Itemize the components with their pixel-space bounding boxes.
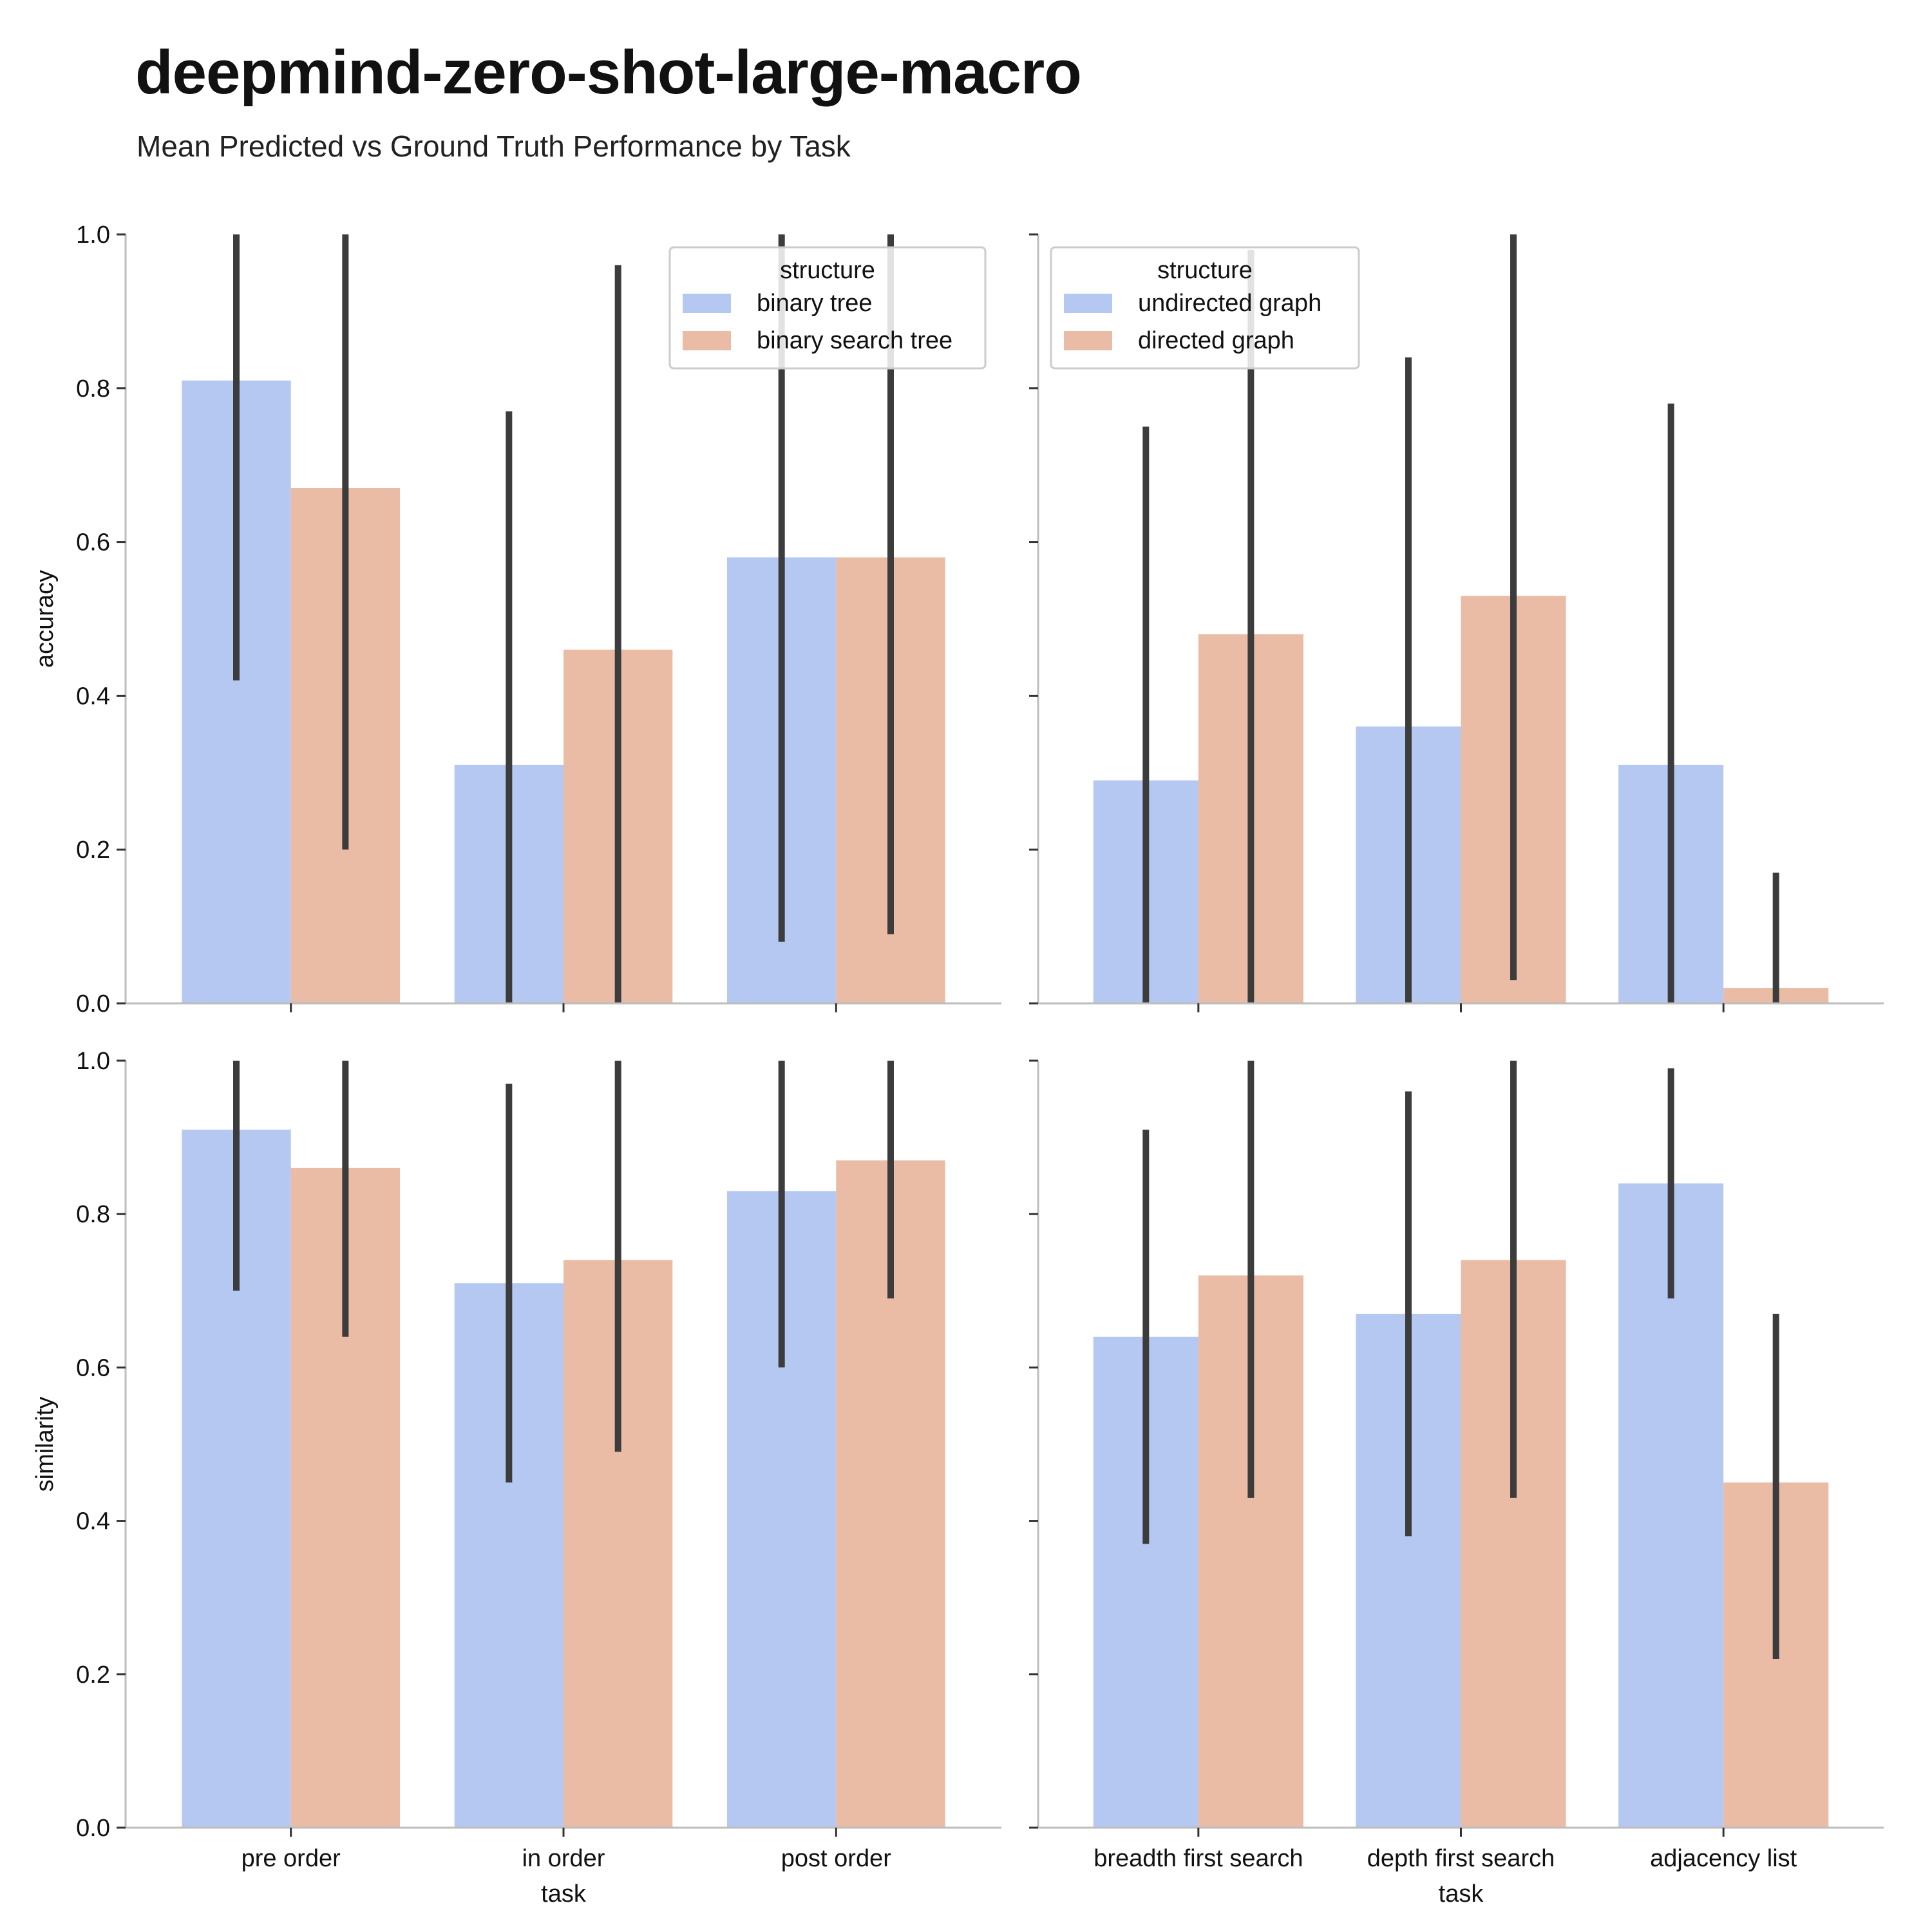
x-tick-label: adjacency list: [1650, 1845, 1797, 1872]
legend-swatch-undirected-graph: [1064, 294, 1112, 313]
legend-label: directed graph: [1138, 327, 1294, 354]
legend-swatch-binary-search-tree: [683, 331, 731, 350]
legend-box-top-left: [668, 246, 987, 370]
x-tick-label: pre order: [242, 1845, 341, 1872]
x-axis-label: task: [541, 1880, 587, 1908]
x-tick-label: post order: [781, 1845, 891, 1872]
x-axis-label: task: [1439, 1880, 1484, 1908]
legend-swatch-directed-graph: [1064, 331, 1112, 350]
x-tick-label: in order: [522, 1845, 605, 1872]
legend-title: structure: [780, 257, 875, 284]
y-tick-label: 0.0: [76, 990, 110, 1018]
legend-title: structure: [1157, 257, 1253, 284]
legend-swatch-binary-tree: [683, 294, 731, 313]
y-axis-label: similarity: [32, 1397, 59, 1492]
y-tick-label: 0.8: [76, 375, 110, 402]
legend-label: binary tree: [757, 290, 873, 317]
y-tick-label: 0.6: [76, 529, 110, 556]
x-tick-label: depth first search: [1367, 1845, 1555, 1872]
y-tick-label: 0.2: [76, 837, 110, 864]
y-tick-label: 1.0: [76, 222, 110, 249]
chart-subtitle: Mean Predicted vs Ground Truth Performan…: [137, 129, 851, 163]
y-tick-label: 0.0: [76, 1815, 110, 1842]
x-tick-label: breadth first search: [1094, 1845, 1303, 1872]
y-tick-label: 0.2: [76, 1662, 110, 1689]
y-tick-label: 1.0: [76, 1048, 110, 1075]
y-axis-label: accuracy: [32, 570, 59, 668]
y-tick-label: 0.8: [76, 1201, 110, 1228]
legend-label: undirected graph: [1138, 290, 1321, 317]
y-tick-label: 0.6: [76, 1354, 110, 1381]
chart-title: deepmind-zero-shot-large-macro: [135, 38, 1082, 107]
y-tick-label: 0.4: [76, 683, 110, 710]
legend-label: binary search tree: [757, 327, 952, 354]
y-tick-label: 0.4: [76, 1508, 110, 1535]
legend-box-top-right: [1050, 246, 1360, 370]
